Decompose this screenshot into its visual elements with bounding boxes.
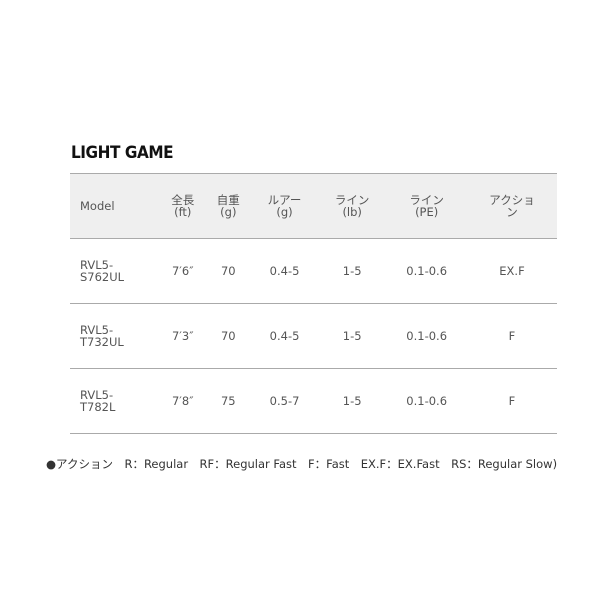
spec-table: Model 全長 (ft) 自重 (g) ルアー (g) ライン (lb) ライン (PE) アクショ… (70, 173, 557, 434)
header-text: (g) (220, 205, 237, 219)
table-row: RVL5- S762UL 7′6″ 70 0.4-5 1-5 0.1-0.6 EX.F (70, 238, 557, 304)
table-cell: 0.1-0.6 (386, 303, 467, 369)
table-row: RVL5- T782L 7′8″ 75 0.5-7 1-5 0.1-0.6 F (70, 368, 557, 434)
column-header: ライン (PE) (386, 173, 467, 239)
table-cell: 75 (205, 368, 252, 434)
table-cell: F (466, 368, 557, 434)
column-header: Model (70, 173, 160, 239)
table-cell: 7′3″ (160, 303, 206, 369)
table-cell: F (466, 303, 557, 369)
header-text: アクショ (489, 193, 535, 207)
table-cell: 0.1-0.6 (386, 368, 467, 434)
table-cell: RVL5- T782L (70, 368, 160, 434)
header-text: 全長 (171, 193, 195, 207)
action-legend-note: ●アクション R：Regular RF：Regular Fast F：Fast … (46, 457, 558, 471)
header-text: (lb) (342, 205, 362, 219)
column-header: ライン (lb) (318, 173, 387, 239)
table-cell: RVL5- S762UL (70, 238, 160, 304)
table-cell: 1-5 (318, 238, 387, 304)
table-cell: 1-5 (318, 303, 387, 369)
header-text: ン (506, 205, 518, 219)
table-cell: 7′6″ (160, 238, 206, 304)
column-header: 自重 (g) (205, 173, 252, 239)
header-row: Model 全長 (ft) 自重 (g) ルアー (g) ライン (lb) ライン (PE) アクショ… (70, 173, 557, 239)
column-header: アクション (466, 173, 557, 239)
header-text: 自重 (216, 193, 240, 207)
header-text: (ft) (174, 205, 192, 219)
header-text: ライン (334, 193, 370, 207)
header-text: ライン (409, 193, 444, 207)
header-text: (PE) (415, 205, 439, 219)
header-text: ルアー (267, 193, 302, 207)
table-cell: EX.F (466, 238, 557, 304)
table-cell: 0.4-5 (251, 238, 319, 304)
table-cell: 7′8″ (160, 368, 206, 434)
header-text: (g) (276, 205, 293, 219)
table-cell: 0.5-7 (251, 368, 319, 434)
table-cell: 70 (205, 303, 252, 369)
section-title: LIGHT GAME (71, 143, 174, 163)
column-header: ルアー (g) (251, 173, 319, 239)
table-row: RVL5- T732UL 7′3″ 70 0.4-5 1-5 0.1-0.6 F (70, 303, 557, 369)
table-cell: 0.4-5 (251, 303, 319, 369)
column-header: 全長 (ft) (160, 173, 206, 239)
table-cell: 0.1-0.6 (386, 238, 467, 304)
table-cell: 70 (205, 238, 252, 304)
table-cell: 1-5 (318, 368, 387, 434)
table-cell: RVL5- T732UL (70, 303, 160, 369)
header-text: Model (80, 199, 115, 213)
